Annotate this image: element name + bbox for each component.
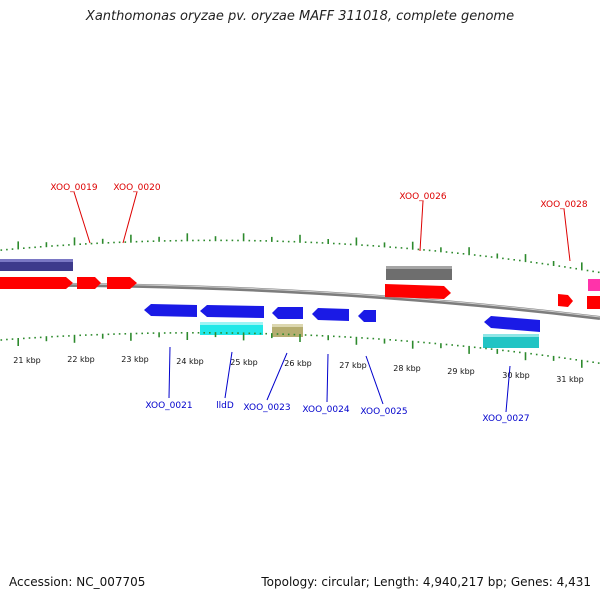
gene-label-xoo-0023[interactable]: XOO_0023 [243, 403, 290, 413]
page-title: Xanthomonas oryzae pv. oryzae MAFF 31101… [85, 9, 515, 24]
gene-label-xoo-0024[interactable]: XOO_0024 [302, 405, 349, 415]
gene-label-xoo-0028[interactable]: XOO_0028 [540, 200, 587, 210]
reverse-strand-features [144, 304, 540, 348]
feature-xoo-0023-olive[interactable] [272, 324, 303, 337]
feature-xoo-0024[interactable] [312, 308, 349, 321]
feature-xoo-0019b[interactable] [77, 277, 101, 289]
scale-label-31: 31 kbp [556, 375, 584, 384]
scale-label-21: 21 kbp [13, 356, 41, 365]
gene-label-xoo-0021[interactable]: XOO_0021 [145, 401, 192, 411]
gene-label-xoo-0019[interactable]: XOO_0019 [50, 183, 97, 193]
feature-xoo-0025[interactable] [358, 310, 376, 322]
gene-labels-top [73, 191, 571, 262]
feature-xoo-0026[interactable] [385, 284, 451, 299]
accession-text: Accession: NC_007705 [9, 575, 146, 589]
gene-label-xoo-0026[interactable]: XOO_0026 [399, 192, 446, 202]
feature-magenta[interactable] [588, 279, 600, 291]
feature-xoo-0021[interactable] [144, 304, 197, 317]
forward-strand-features [0, 259, 600, 309]
gene-label-xoo-0020[interactable]: XOO_0020 [113, 183, 160, 193]
feature-xoo-0028[interactable] [558, 294, 573, 307]
feature-lldd-cyan[interactable] [200, 322, 263, 335]
genome-summary-text: Topology: circular; Length: 4,940,217 bp… [261, 575, 591, 589]
gene-label-xoo-0027[interactable]: XOO_0027 [482, 414, 529, 424]
scale-label-22: 22 kbp [67, 355, 95, 364]
feature-xoo-0027-teal[interactable] [483, 334, 539, 348]
feature-xoo-0026-grey[interactable] [386, 266, 452, 280]
feature-lldd[interactable] [200, 305, 264, 318]
scale-labels: 21 kbp 22 kbp 23 kbp 24 kbp 25 kbp 26 kb… [13, 355, 584, 384]
feature-xoo-0019[interactable] [0, 277, 73, 289]
gene-labels-bottom-lines [168, 346, 511, 413]
scale-label-27: 27 kbp [339, 361, 367, 370]
scale-label-28: 28 kbp [393, 364, 421, 373]
scale-label-26: 26 kbp [284, 359, 312, 368]
feature-xoo-0020[interactable] [107, 277, 137, 289]
scale-label-24: 24 kbp [176, 357, 204, 366]
feature-xoo-0023[interactable] [272, 307, 303, 319]
scale-ticks-bottom [0, 332, 600, 368]
scale-label-25: 25 kbp [230, 358, 258, 367]
scale-label-30: 30 kbp [502, 371, 530, 380]
gene-label-xoo-0025[interactable]: XOO_0025 [360, 407, 407, 417]
scale-label-23: 23 kbp [121, 355, 149, 364]
feature-xoo-0027[interactable] [484, 316, 540, 332]
gene-label-lldd[interactable]: lldD [216, 401, 234, 411]
feature-red-edge[interactable] [587, 296, 600, 309]
scale-ticks-top [0, 233, 600, 274]
genome-backbone [0, 282, 600, 320]
scale-label-29: 29 kbp [447, 367, 475, 376]
